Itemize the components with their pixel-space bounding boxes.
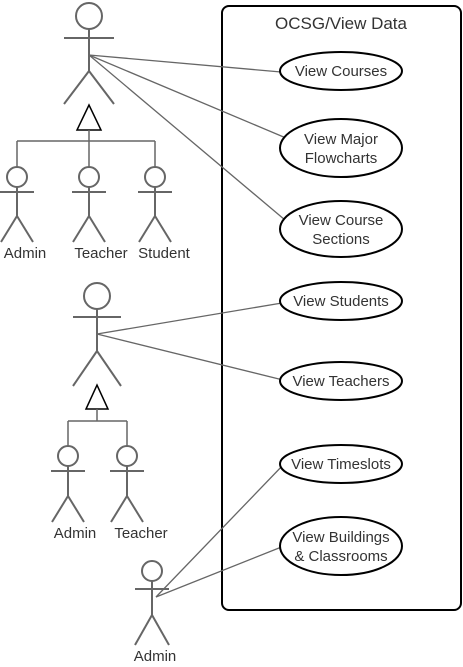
use-case-view-course-sections <box>279 200 403 258</box>
use-case-view-teachers <box>279 361 403 401</box>
use-case-label: Sections <box>312 231 370 248</box>
actor-staff-user <box>72 282 122 387</box>
association-view-courses <box>88 54 282 73</box>
actor-teacher <box>110 445 144 523</box>
actor-general-user <box>63 2 115 105</box>
generalization-arrowhead <box>75 103 103 131</box>
use-case-label: View Major <box>304 131 378 148</box>
use-case-view-major-flowcharts <box>279 118 403 178</box>
system-boundary <box>221 5 462 611</box>
actor-admin-user <box>134 560 170 646</box>
association-view-timeslots <box>155 462 286 598</box>
association-view-students <box>96 302 283 335</box>
actor-label-admin: Admin <box>4 245 47 262</box>
use-case-view-students <box>279 281 403 321</box>
use-case-label: & Classrooms <box>294 548 387 565</box>
associations <box>88 54 287 598</box>
actor-label-admin: Admin <box>54 525 97 542</box>
actor-label-teacher: Teacher <box>114 525 167 542</box>
actor-teacher <box>72 166 106 243</box>
actor-admin <box>0 166 34 243</box>
association-view-buildings <box>155 545 285 598</box>
use-case-label: View Teachers <box>292 373 389 390</box>
generalization-2 <box>67 383 128 446</box>
actor-admin <box>51 445 85 523</box>
use-case-label: View Courses <box>295 63 387 80</box>
use-case-label: View Timeslots <box>291 456 391 473</box>
generalization-1 <box>16 103 156 167</box>
use-case-view-courses <box>279 51 403 91</box>
use-case-label: View Course <box>299 212 384 229</box>
association-view-teachers <box>96 333 284 381</box>
actor-label-teacher: Teacher <box>74 245 127 262</box>
association-view-course-sections <box>88 54 286 221</box>
actor-student <box>138 166 172 243</box>
system-title: OCSG/View Data <box>275 14 408 33</box>
use-case-view-buildings-classrooms <box>279 516 403 576</box>
association-view-major-flowcharts <box>88 54 287 139</box>
actor-label-student: Student <box>138 245 191 262</box>
generalization-arrowhead <box>84 383 110 410</box>
use-case-label: View Buildings <box>292 529 389 546</box>
use-case-view-timeslots <box>279 444 403 484</box>
actor-label-admin-user: Admin <box>134 648 177 665</box>
use-case-label: Flowcharts <box>305 150 378 167</box>
use-case-label: View Students <box>293 293 389 310</box>
